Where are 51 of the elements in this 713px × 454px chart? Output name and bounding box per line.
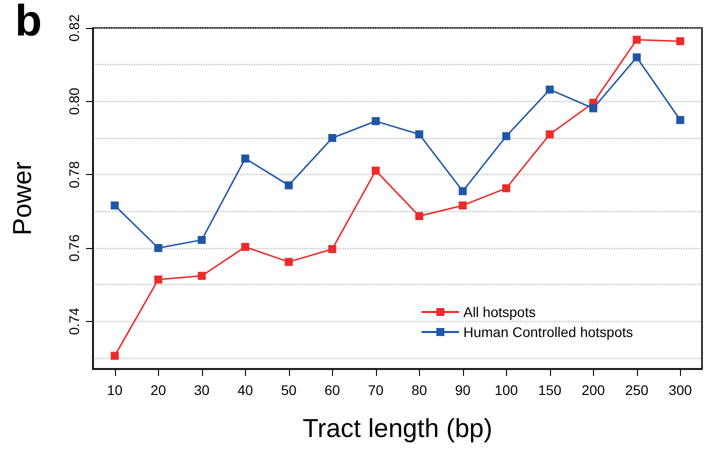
point: [676, 116, 684, 124]
point: [415, 130, 424, 138]
x-tick-label: 100: [494, 382, 518, 398]
x-tick-label: 200: [582, 382, 606, 398]
x-tick-label: 90: [454, 382, 471, 398]
point: [154, 244, 162, 252]
y-tick-label: 0.74: [66, 307, 82, 335]
x-tick-label: 70: [368, 382, 384, 398]
x-tick-label: 10: [106, 382, 123, 398]
point: [241, 154, 250, 163]
point: [284, 258, 293, 266]
legend-label: All hotspots: [463, 304, 536, 320]
x-tick-label: 250: [625, 382, 649, 398]
point: [546, 86, 554, 94]
legend-label: Human Controlled hotspots: [463, 324, 634, 340]
x-tick-label: 60: [324, 382, 340, 398]
x-tick-label: 20: [150, 382, 166, 398]
y-tick-label: 0.76: [66, 234, 82, 262]
point: [546, 130, 554, 138]
point: [589, 104, 598, 112]
point: [328, 134, 336, 142]
x-tick-label: 300: [668, 382, 692, 398]
point: [632, 53, 641, 62]
y-tick-label: 0.82: [66, 14, 82, 42]
y-axis-title: Power: [7, 161, 37, 236]
point: [632, 36, 641, 44]
point: [372, 117, 380, 126]
point: [328, 245, 336, 254]
point: [458, 201, 467, 210]
point: [241, 242, 250, 251]
point: [676, 37, 684, 46]
chart-title: b: [15, 0, 42, 46]
point: [110, 352, 119, 360]
point: [415, 212, 424, 220]
point: [458, 187, 467, 196]
x-tick-label: 50: [280, 382, 297, 398]
point: [198, 236, 206, 244]
point: [502, 184, 510, 192]
point: [372, 166, 380, 175]
y-tick-label: 0.78: [66, 160, 82, 188]
y-tick-label: 0.80: [66, 87, 82, 115]
x-tick-label: 150: [538, 382, 562, 398]
point: [284, 181, 293, 190]
x-tick-label: 40: [237, 382, 254, 398]
x-tick-label: 30: [194, 382, 210, 398]
point: [154, 276, 162, 284]
x-tick-label: 80: [411, 382, 428, 398]
point: [502, 132, 510, 140]
x-axis-title: Tract length (bp): [302, 413, 492, 443]
point: [198, 272, 206, 280]
point: [110, 201, 119, 210]
